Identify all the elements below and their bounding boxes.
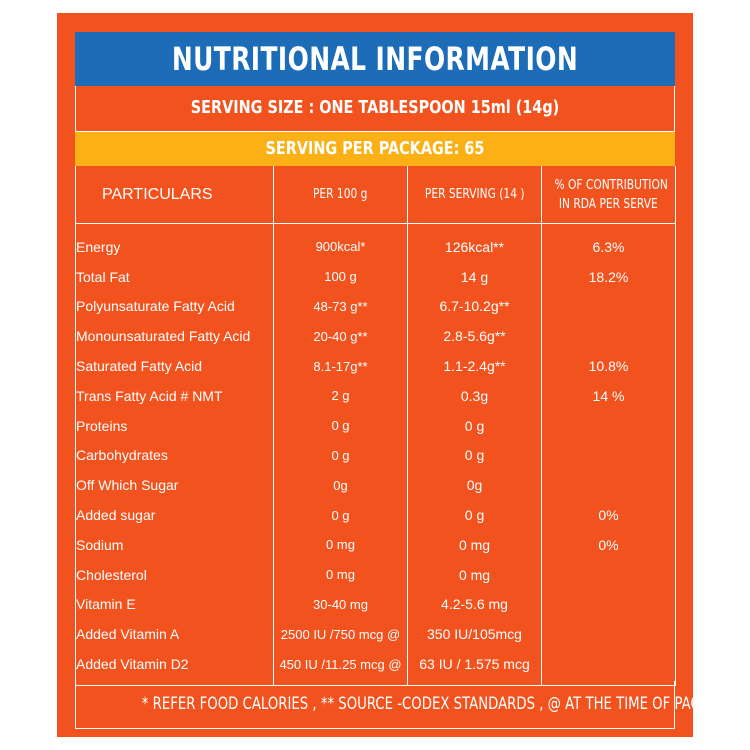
per-100g-value: 8.1-17g** (273, 351, 408, 381)
nutrient-name: Off Which Sugar (75, 470, 274, 501)
serving-per-package-text: SERVING PER PACKAGE: 65 (265, 138, 485, 159)
per-serving-value: 0 g (407, 440, 542, 471)
footnote-box: * REFER FOOD CALORIES , ** SOURCE -CODEX… (75, 681, 733, 729)
nutrient-name: Saturated Fatty Acid (75, 351, 274, 381)
per-serving-value: 0 g (407, 500, 542, 530)
per-100g-value: 0g (273, 470, 408, 501)
per-serving-value: 1.1-2.4g** (407, 351, 542, 381)
rda-value: 18.2% (541, 261, 676, 292)
nutrient-name: Cholesterol (75, 559, 274, 590)
serving-per-package-bar: SERVING PER PACKAGE: 65 (75, 132, 675, 166)
per-serving-value: 2.8-5.6g** (407, 321, 542, 352)
nutrient-name: Proteins (75, 410, 274, 441)
rda-value (541, 589, 676, 620)
per-100g-value: 0 g (273, 500, 408, 530)
nutrient-name: Added Vitamin D2 (75, 649, 274, 686)
per-serving-value: 0.3g (407, 380, 542, 411)
per-serving-value: 0 g (407, 410, 542, 441)
per-serving-value: 0 mg (407, 559, 542, 590)
table-header-row: PARTICULARS PER 100 g PER SERVING (14 ) … (75, 166, 676, 224)
rda-value (541, 619, 676, 650)
header-per-serving: PER SERVING (14 ) (407, 166, 542, 224)
rda-value (541, 410, 676, 441)
page-title: NUTRITIONAL INFORMATION (171, 40, 579, 78)
rda-value (541, 559, 676, 590)
table-row: Total Fat 100 g 14 g 18.2% (75, 261, 676, 292)
table-row: Saturated Fatty Acid 8.1-17g** 1.1-2.4g** 1… (75, 351, 676, 381)
per-100g-value: 20-40 g** (273, 321, 408, 352)
per-100g-value: 0 g (273, 410, 408, 441)
per-serving-value: 350 IU/105mcg (407, 619, 542, 650)
rda-value (541, 321, 676, 352)
per-100g-value: 30-40 mg (273, 589, 408, 620)
rda-value: 0% (541, 529, 676, 560)
per-100g-value: 450 IU /11.25 mcg @ (273, 649, 408, 686)
per-serving-value: 0g (407, 470, 542, 501)
nutrient-name: Added Vitamin A (75, 619, 274, 650)
rda-value (541, 470, 676, 501)
per-100g-value: 900kcal* (273, 223, 408, 262)
table-row: Added Vitamin A 2500 IU /750 mcg @350 IU/… (75, 619, 676, 650)
per-100g-value: 100 g (273, 261, 408, 292)
table-row: Trans Fatty Acid # NMT 2 g 0.3g 14 % (75, 380, 676, 411)
nutrient-name: Carbohydrates (75, 440, 274, 471)
rda-value: 6.3% (541, 223, 676, 262)
title-bar: NUTRITIONAL INFORMATION (75, 32, 675, 86)
rda-value: 0% (541, 500, 676, 530)
per-serving-value: 63 IU / 1.575 mcg (407, 649, 542, 686)
table-row: Polyunsaturate Fatty Acid 48-73 g** 6.7-10… (75, 291, 676, 322)
footnote-text: * REFER FOOD CALORIES , ** SOURCE -CODEX… (141, 694, 733, 714)
per-100g-value: 0 mg (273, 559, 408, 590)
per-serving-value: 6.7-10.2g** (407, 291, 542, 322)
per-serving-value: 14 g (407, 261, 542, 292)
serving-size-text: SERVING SIZE : ONE TABLESPOON 15ml (14g) (190, 97, 560, 118)
nutrient-name: Vitamin E (75, 589, 274, 620)
rda-value (541, 440, 676, 471)
nutrient-name: Polyunsaturate Fatty Acid (75, 291, 274, 322)
nutrition-table: PARTICULARS PER 100 g PER SERVING (14 ) … (75, 166, 676, 686)
table-row: Added Vitamin D2 450 IU /11.25 mcg @63 IU… (75, 649, 676, 686)
rda-value: 10.8% (541, 351, 676, 381)
per-100g-value: 0 mg (273, 529, 408, 560)
nutrient-name: Monounsaturated Fatty Acid (75, 321, 274, 352)
rda-value (541, 291, 676, 322)
nutrient-name: Energy (75, 223, 274, 262)
rda-value (541, 649, 676, 686)
serving-size-row: SERVING SIZE : ONE TABLESPOON 15ml (14g) (75, 86, 675, 132)
table-row: Monounsaturated Fatty Acid 20-40 g** 2.8-5… (75, 321, 676, 352)
table-row: Sodium 0 mg 0 mg 0% (75, 529, 676, 560)
nutrition-panel: NUTRITIONAL INFORMATION SERVING SIZE : O… (57, 13, 733, 737)
header-particulars: PARTICULARS (75, 166, 274, 224)
nutrient-name: Trans Fatty Acid # NMT (75, 380, 274, 411)
per-serving-value: 4.2-5.6 mg (407, 589, 542, 620)
rda-value: 14 % (541, 380, 676, 411)
per-100g-value: 2500 IU /750 mcg @ (273, 619, 408, 650)
header-rda: % OF CONTRIBUTION IN RDA PER SERVE (541, 166, 676, 224)
table-row: Cholesterol 0 mg 0 mg (75, 559, 676, 590)
per-serving-value: 0 mg (407, 529, 542, 560)
table-row: Energy 900kcal* 126kcal** 6.3% (75, 223, 676, 262)
nutrient-name: Total Fat (75, 261, 274, 292)
table-row: Vitamin E 30-40 mg 4.2-5.6 mg (75, 589, 676, 620)
nutrient-name: Sodium (75, 529, 274, 560)
table-row: Off Which Sugar 0g 0g (75, 470, 676, 501)
per-100g-value: 2 g (273, 380, 408, 411)
per-100g-value: 48-73 g** (273, 291, 408, 322)
nutrient-name: Added sugar (75, 500, 274, 530)
header-per-100g: PER 100 g (273, 166, 408, 224)
per-serving-value: 126kcal** (407, 223, 542, 262)
per-100g-value: 0 g (273, 440, 408, 471)
